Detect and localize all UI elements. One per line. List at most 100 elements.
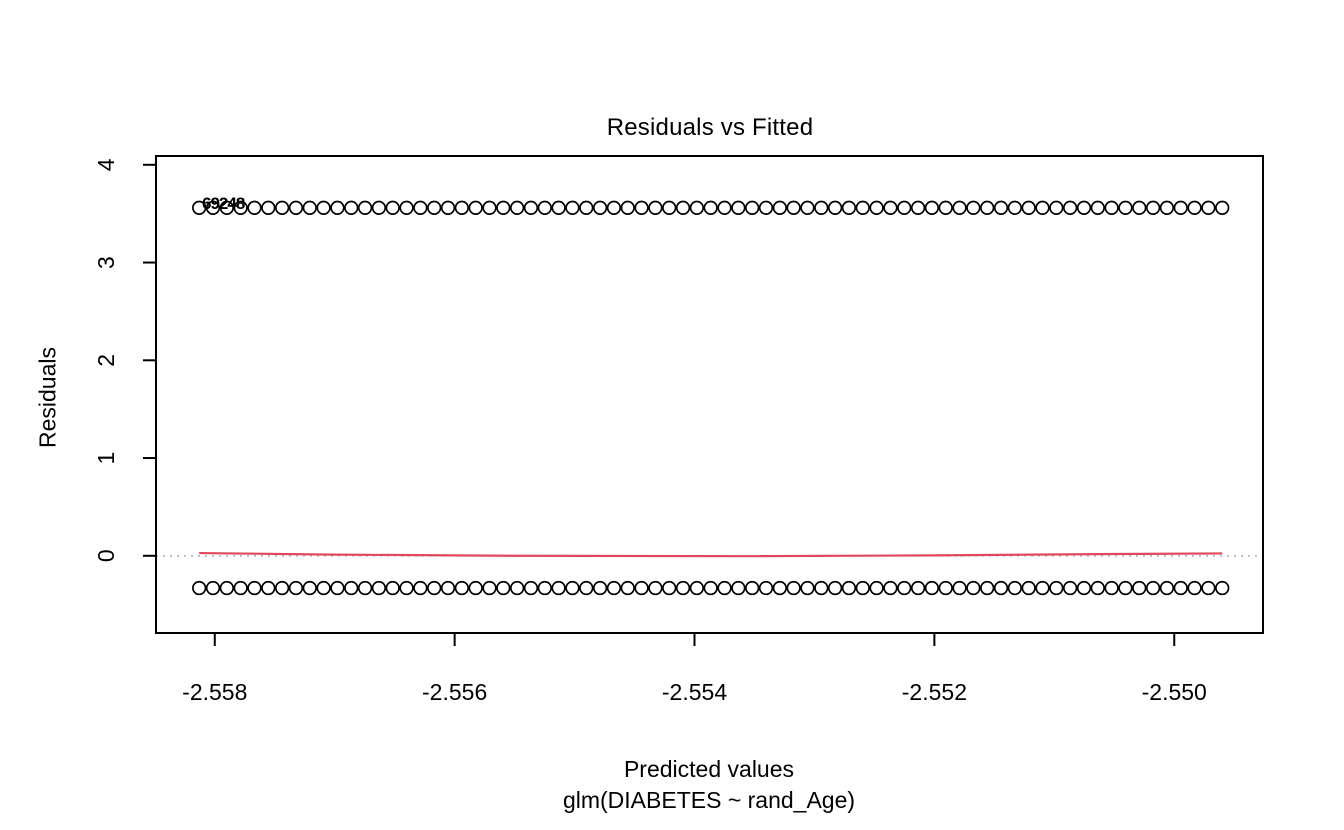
data-point — [523, 580, 539, 596]
outlier-point-labels: 69248 — [202, 194, 245, 213]
y-tick-label: 4 — [93, 158, 119, 171]
data-point — [717, 580, 732, 596]
data-point — [717, 200, 732, 215]
data-point — [606, 580, 622, 596]
data-point — [634, 580, 649, 596]
data-point — [192, 580, 207, 596]
data-point — [1132, 580, 1147, 596]
data-point — [385, 580, 400, 596]
data-point — [482, 200, 497, 215]
data-point — [1062, 200, 1078, 215]
data-point — [1187, 200, 1202, 215]
data-point — [1201, 580, 1216, 596]
data-point — [1021, 580, 1036, 596]
data-point — [205, 200, 221, 215]
data-point — [1049, 200, 1064, 215]
data-point — [648, 580, 663, 596]
data-point — [537, 200, 552, 215]
data-point — [413, 200, 428, 215]
data-point — [344, 580, 359, 596]
data-point — [662, 200, 677, 215]
y-tick-label: 0 — [93, 549, 119, 562]
data-point — [261, 200, 276, 215]
data-point — [924, 580, 940, 596]
data-point — [440, 200, 456, 215]
data-point — [288, 200, 304, 215]
data-point — [399, 580, 414, 596]
data-point — [427, 200, 442, 215]
data-point — [897, 580, 912, 596]
data-point — [841, 580, 857, 596]
data-point — [855, 200, 870, 215]
data-point — [993, 580, 1009, 596]
data-point — [662, 580, 677, 596]
data-point — [910, 200, 926, 215]
data-point — [800, 200, 815, 215]
data-point — [357, 580, 373, 596]
data-point — [537, 580, 552, 596]
data-point — [592, 200, 608, 215]
data-point — [966, 580, 981, 596]
data-point — [1159, 580, 1175, 596]
data-point — [869, 200, 884, 215]
data-point — [869, 580, 884, 596]
data-point — [551, 580, 566, 596]
data-point — [938, 200, 953, 215]
data-point — [993, 200, 1009, 215]
x-axis-label: Predicted values — [623, 756, 795, 782]
data-point — [468, 580, 483, 596]
data-point — [371, 200, 387, 215]
data-point — [606, 200, 622, 215]
data-point — [565, 580, 580, 596]
data-point — [689, 580, 705, 596]
data-point — [814, 580, 829, 596]
data-point — [966, 200, 981, 215]
data-point — [648, 200, 663, 215]
data-point — [1007, 580, 1022, 596]
data-point — [675, 200, 691, 215]
x-tick-label: -2.552 — [902, 679, 967, 705]
data-point — [758, 580, 774, 596]
data-point — [883, 200, 898, 215]
data-point — [1132, 200, 1147, 215]
data-point — [980, 200, 995, 215]
data-point — [745, 580, 760, 596]
data-point — [1145, 200, 1161, 215]
data-point — [1173, 580, 1188, 596]
data-point — [496, 200, 511, 215]
data-point — [620, 580, 635, 596]
data-point — [703, 580, 718, 596]
y-tick-label: 3 — [93, 256, 119, 269]
data-point — [1145, 580, 1161, 596]
data-point — [772, 580, 787, 596]
data-point — [371, 580, 387, 596]
data-point — [1104, 580, 1119, 596]
data-point — [579, 200, 594, 215]
data-point — [1035, 580, 1050, 596]
data-point — [523, 200, 539, 215]
x-tick-label: -2.558 — [182, 679, 247, 705]
data-point — [745, 200, 760, 215]
data-point — [1062, 580, 1078, 596]
data-point — [1035, 200, 1050, 215]
data-point — [1173, 200, 1188, 215]
data-point — [952, 200, 967, 215]
data-point — [261, 580, 276, 596]
data-point — [1215, 200, 1230, 215]
model-formula-caption: glm(DIABETES ~ rand_Age) — [562, 787, 856, 813]
data-point — [592, 580, 608, 596]
data-point — [731, 200, 746, 215]
data-point — [316, 580, 331, 596]
data-point — [786, 200, 801, 215]
data-point — [330, 200, 345, 215]
data-point — [468, 200, 483, 215]
data-point — [579, 580, 594, 596]
data-point — [1090, 200, 1105, 215]
x-tick-label: -2.556 — [422, 679, 487, 705]
data-point — [1049, 580, 1064, 596]
data-point — [814, 200, 829, 215]
chart-title: Residuals vs Fitted — [606, 114, 814, 141]
data-point — [510, 580, 525, 596]
